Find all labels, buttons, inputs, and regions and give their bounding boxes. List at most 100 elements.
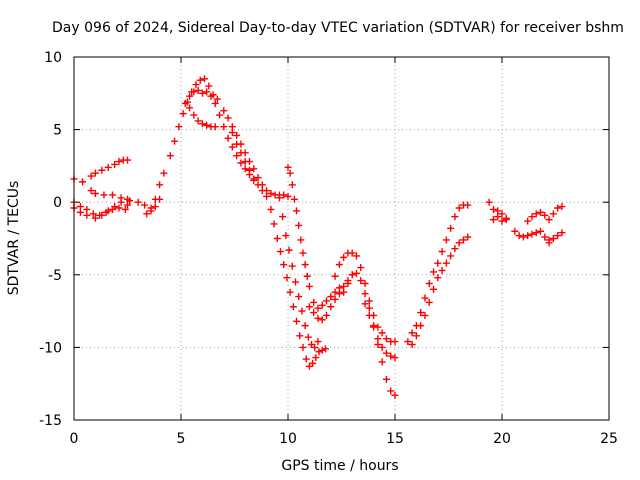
data-point	[143, 210, 151, 218]
data-point	[312, 354, 320, 362]
data-point	[558, 229, 566, 237]
data-point	[301, 322, 309, 330]
data-point	[348, 271, 356, 279]
x-tick-label: 10	[279, 431, 297, 447]
data-point	[425, 280, 433, 288]
data-point	[352, 252, 360, 260]
data-point	[528, 230, 536, 238]
data-point	[361, 290, 369, 298]
series-arc-v	[545, 229, 566, 247]
data-point	[156, 181, 164, 189]
x-tick-label: 15	[386, 431, 404, 447]
data-point	[335, 290, 343, 298]
data-point	[175, 123, 183, 131]
data-point	[464, 201, 472, 209]
series-arc-i	[228, 129, 271, 200]
data-point	[171, 137, 179, 145]
data-point	[296, 332, 304, 340]
data-point	[216, 111, 224, 119]
data-point	[455, 204, 463, 212]
data-point	[289, 303, 297, 311]
data-point	[275, 194, 283, 202]
data-point	[382, 349, 390, 357]
data-point	[438, 248, 446, 256]
data-point	[382, 335, 390, 343]
data-point	[190, 111, 198, 119]
data-point	[285, 246, 293, 254]
data-point	[258, 187, 266, 195]
data-point	[228, 129, 236, 137]
data-point	[293, 317, 301, 325]
data-point	[408, 329, 416, 337]
data-point	[374, 335, 382, 343]
series-arc-u	[524, 203, 566, 225]
data-point	[318, 346, 326, 354]
data-point	[315, 348, 323, 356]
data-point	[421, 294, 429, 302]
data-point	[434, 259, 442, 267]
data-point	[303, 272, 311, 280]
data-point	[549, 210, 557, 218]
series-arc-d	[87, 156, 131, 180]
data-point	[314, 304, 322, 312]
data-point	[545, 216, 553, 224]
data-point	[270, 220, 278, 228]
data-point	[361, 280, 369, 288]
x-tick-label: 25	[600, 431, 618, 447]
data-point	[442, 259, 450, 267]
data-point	[438, 266, 446, 274]
data-point	[295, 221, 303, 229]
data-point	[408, 340, 416, 348]
data-point	[459, 236, 467, 244]
data-point	[211, 123, 219, 131]
data-point	[532, 229, 540, 237]
series-arc-p	[361, 300, 399, 362]
data-point	[298, 307, 306, 315]
data-point	[489, 205, 497, 213]
data-point	[100, 191, 108, 199]
series-arc-n	[331, 249, 399, 346]
data-point	[181, 99, 189, 107]
data-point	[370, 323, 378, 331]
data-point	[412, 322, 420, 330]
series-arc-s	[485, 198, 510, 225]
series-arc-a	[70, 175, 164, 212]
data-point	[147, 207, 155, 215]
data-point	[489, 216, 497, 224]
data-point	[104, 163, 112, 171]
x-tick-label: 5	[177, 431, 186, 447]
data-point	[279, 213, 287, 221]
data-point	[233, 152, 241, 160]
y-tick-labels: -15 -10 -5 0 5 10	[39, 50, 62, 429]
data-point	[528, 213, 536, 221]
data-point	[111, 160, 119, 168]
data-point	[192, 81, 200, 89]
data-point	[89, 210, 97, 218]
data-point	[511, 227, 519, 235]
data-point	[541, 233, 549, 241]
data-point	[305, 282, 313, 290]
data-point	[299, 343, 307, 351]
data-point	[430, 285, 438, 293]
data-point	[115, 158, 123, 166]
y-tick-label: -15	[39, 413, 62, 429]
data-point	[537, 227, 545, 235]
data-point	[357, 264, 365, 272]
data-point	[447, 224, 455, 232]
data-point	[250, 165, 258, 173]
y-tick-label: 0	[53, 195, 62, 211]
data-point	[283, 274, 291, 282]
x-axis-label: GPS time / hours	[281, 458, 398, 474]
data-point	[254, 174, 262, 182]
data-point	[357, 277, 365, 285]
data-point	[220, 123, 228, 131]
data-point	[391, 391, 399, 399]
data-point	[186, 104, 194, 112]
data-point	[451, 213, 459, 221]
data-point	[331, 272, 339, 280]
data-point	[391, 338, 399, 346]
data-point	[309, 359, 317, 367]
data-point	[554, 204, 562, 212]
data-point	[124, 201, 131, 209]
